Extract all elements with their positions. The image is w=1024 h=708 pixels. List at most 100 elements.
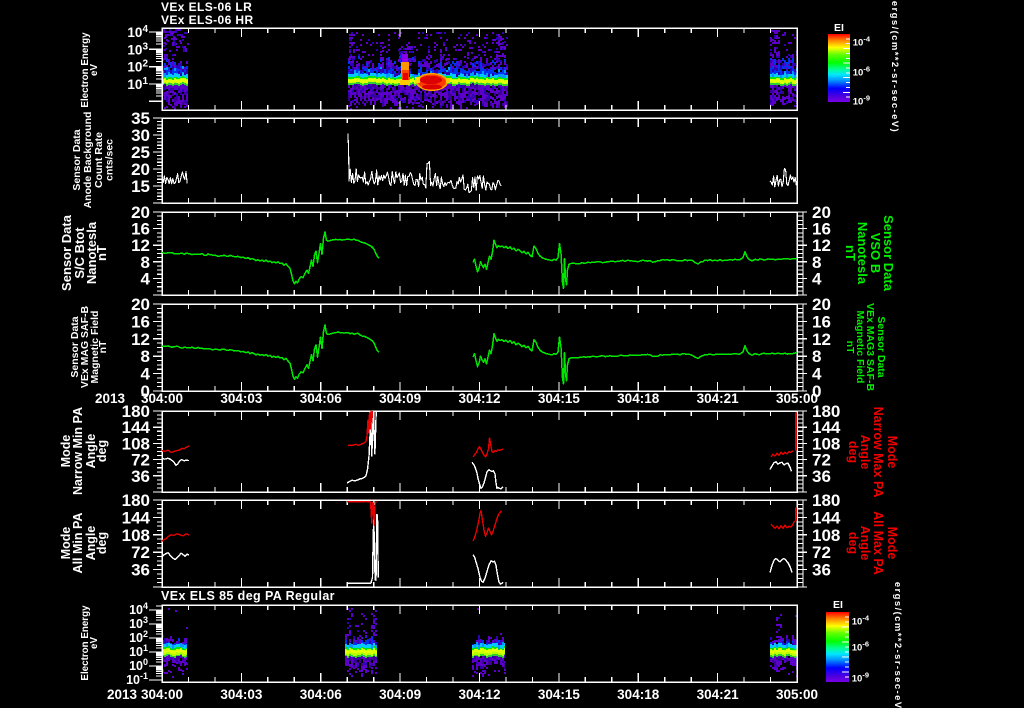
svg-text:36: 36: [812, 467, 831, 486]
svg-text:304:15: 304:15: [538, 391, 581, 406]
svg-text:108: 108: [122, 526, 150, 545]
svg-text:304:03: 304:03: [220, 687, 263, 702]
svg-text:Nanotesla: Nanotesla: [855, 222, 870, 285]
svg-text:15: 15: [131, 177, 150, 196]
svg-text:Angle: Angle: [84, 526, 98, 561]
svg-text:108: 108: [122, 434, 150, 453]
svg-text:304:00: 304:00: [141, 391, 183, 406]
svg-text:304:00: 304:00: [141, 687, 183, 702]
svg-text:Mode: Mode: [59, 527, 73, 560]
svg-text:16: 16: [131, 312, 150, 331]
svg-text:deg: deg: [95, 532, 109, 554]
svg-text:304:15: 304:15: [538, 687, 581, 702]
svg-text:Narrow Min PA: Narrow Min PA: [71, 407, 85, 495]
svg-text:36: 36: [131, 467, 150, 486]
svg-text:2013: 2013: [107, 687, 138, 702]
svg-text:ergs/(cm**2-sr-sec-eV): ergs/(cm**2-sr-sec-eV): [892, 582, 903, 708]
svg-text:144: 144: [812, 508, 841, 527]
svg-text:72: 72: [812, 451, 831, 470]
svg-text:144: 144: [812, 418, 841, 437]
svg-text:20: 20: [131, 295, 150, 314]
svg-text:144: 144: [122, 508, 151, 527]
svg-text:VEx ELS-06 LR: VEx ELS-06 LR: [161, 0, 252, 14]
svg-text:30: 30: [131, 126, 150, 145]
svg-text:108: 108: [812, 434, 840, 453]
svg-text:Count Rate: Count Rate: [93, 132, 105, 188]
svg-text:Mode: Mode: [59, 435, 73, 468]
svg-text:16: 16: [131, 220, 150, 239]
svg-text:4: 4: [812, 269, 822, 288]
svg-text:4: 4: [812, 365, 822, 384]
svg-text:EI: EI: [834, 22, 844, 34]
svg-text:180: 180: [812, 491, 840, 510]
svg-text:Magnetic Field: Magnetic Field: [854, 311, 866, 384]
svg-text:304:18: 304:18: [617, 687, 660, 702]
svg-text:304:21: 304:21: [697, 391, 740, 406]
svg-text:4: 4: [141, 365, 151, 384]
svg-text:Sensor Data: Sensor Data: [881, 215, 896, 292]
svg-text:72: 72: [131, 451, 150, 470]
svg-text:eV: eV: [89, 64, 100, 76]
svg-text:305:00: 305:00: [776, 391, 818, 406]
svg-text:Sensor Data: Sensor Data: [71, 129, 83, 190]
svg-text:Angle: Angle: [858, 435, 872, 470]
svg-text:12: 12: [812, 236, 831, 255]
svg-text:Narrow Max PA: Narrow Max PA: [871, 407, 885, 498]
svg-text:S/C Btot: S/C Btot: [72, 227, 87, 279]
svg-text:12: 12: [131, 330, 150, 349]
svg-text:ergs/(cm**2-sr-sec-eV): ergs/(cm**2-sr-sec-eV): [889, 1, 900, 133]
svg-text:72: 72: [812, 543, 831, 562]
svg-text:nT: nT: [94, 245, 109, 261]
svg-text:8: 8: [812, 253, 821, 272]
svg-text:180: 180: [812, 402, 840, 421]
svg-text:20: 20: [812, 295, 831, 314]
svg-text:144: 144: [122, 418, 151, 437]
svg-text:8: 8: [141, 253, 150, 272]
svg-text:VEx MAG3 SAF-B: VEx MAG3 SAF-B: [864, 303, 876, 392]
svg-text:Sensor Data: Sensor Data: [875, 316, 887, 377]
svg-text:Sensor Data: Sensor Data: [69, 316, 81, 377]
svg-text:All Max PA: All Max PA: [871, 511, 885, 575]
svg-text:304:12: 304:12: [458, 687, 500, 702]
svg-text:Mode: Mode: [885, 527, 899, 560]
svg-text:VEx MAG SAF-B: VEx MAG SAF-B: [79, 305, 91, 388]
svg-text:36: 36: [131, 561, 150, 580]
svg-text:304:03: 304:03: [220, 391, 263, 406]
svg-text:16: 16: [812, 312, 831, 331]
svg-text:304:09: 304:09: [379, 391, 421, 406]
svg-text:25: 25: [131, 143, 150, 162]
svg-text:8: 8: [141, 347, 150, 366]
svg-text:VSO B: VSO B: [868, 233, 883, 273]
svg-text:72: 72: [131, 543, 150, 562]
svg-text:eV: eV: [89, 637, 100, 649]
svg-text:0: 0: [141, 382, 150, 401]
svg-text:16: 16: [812, 220, 831, 239]
svg-text:304:06: 304:06: [300, 391, 343, 406]
svg-text:108: 108: [812, 526, 840, 545]
svg-text:Electron Energy: Electron Energy: [80, 32, 91, 108]
svg-text:0: 0: [812, 382, 821, 401]
svg-text:180: 180: [122, 491, 150, 510]
svg-text:304:18: 304:18: [617, 391, 660, 406]
svg-text:36: 36: [812, 561, 831, 580]
svg-text:VEx ELS 85 deg PA Regular: VEx ELS 85 deg PA Regular: [161, 589, 335, 603]
svg-text:Anode Background: Anode Background: [82, 112, 94, 209]
svg-text:2013: 2013: [95, 391, 126, 406]
svg-text:35: 35: [131, 109, 150, 128]
svg-text:12: 12: [131, 236, 150, 255]
svg-text:Electron Energy: Electron Energy: [80, 605, 91, 681]
svg-text:304:12: 304:12: [458, 391, 500, 406]
svg-text:nT: nT: [97, 340, 109, 353]
svg-text:20: 20: [812, 203, 831, 222]
svg-text:Nanotesla: Nanotesla: [84, 221, 99, 284]
svg-text:8: 8: [812, 347, 821, 366]
svg-text:304:21: 304:21: [697, 687, 740, 702]
svg-text:304:09: 304:09: [379, 687, 421, 702]
svg-text:304:06: 304:06: [300, 687, 343, 702]
svg-text:cnts/sec: cnts/sec: [104, 139, 116, 181]
svg-text:4: 4: [141, 269, 151, 288]
svg-text:deg: deg: [846, 532, 860, 554]
svg-text:All Min PA: All Min PA: [71, 513, 85, 574]
svg-text:nT: nT: [843, 245, 858, 261]
svg-text:12: 12: [812, 330, 831, 349]
